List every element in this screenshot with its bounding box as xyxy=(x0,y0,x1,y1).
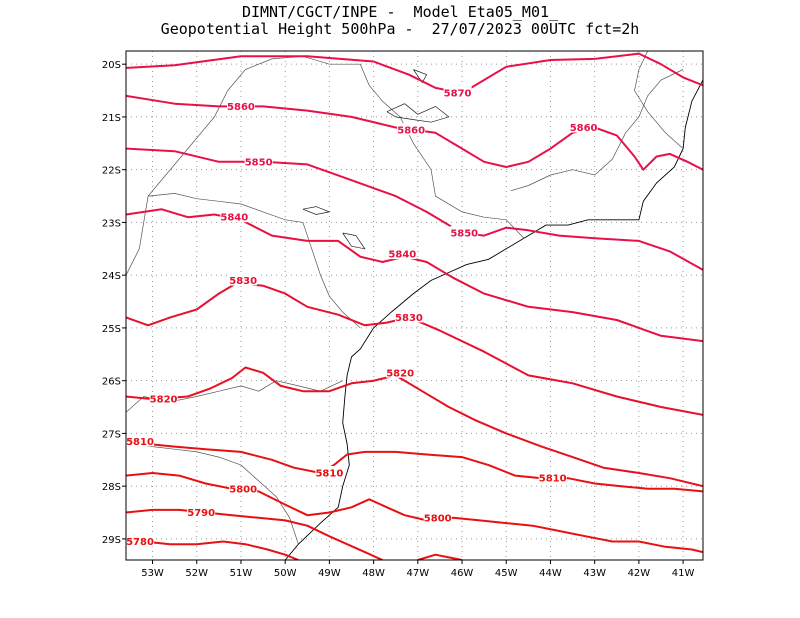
contour-5870 xyxy=(126,52,703,95)
lat-tick-label: 24S xyxy=(102,271,121,282)
contour-label-bg xyxy=(226,99,255,112)
title-block: DIMNT/CGCT/INPE - Model Eta05_M01_ Geopo… xyxy=(0,4,800,38)
contour-label-bg xyxy=(315,465,344,478)
state-border xyxy=(634,51,684,149)
contour-label-bg xyxy=(443,86,472,99)
state-border xyxy=(510,69,684,192)
contour-label-bg xyxy=(187,505,216,518)
contour-label-bg xyxy=(394,310,423,323)
contour-label: 5850 xyxy=(245,157,273,168)
lon-tick-label: 41W xyxy=(672,568,695,579)
contour-label: 5860 xyxy=(227,102,255,113)
lat-tick-label: 25S xyxy=(102,324,121,335)
contour-label-bg xyxy=(386,365,415,378)
contour-label: 5820 xyxy=(150,395,178,406)
state-border xyxy=(126,443,299,545)
contour-label: 5810 xyxy=(126,437,154,448)
contour-label-bg xyxy=(388,247,417,260)
contour-label: 5870 xyxy=(444,89,472,100)
lat-tick-label: 27S xyxy=(102,429,121,440)
lon-tick-label: 51W xyxy=(230,568,253,579)
contour-label-bg xyxy=(538,471,567,484)
state-border xyxy=(126,55,525,276)
lon-tick-label: 49W xyxy=(318,568,341,579)
contour-label: 5810 xyxy=(539,474,567,485)
axis-ticks: 53W 52W 51W 50W 49W 48W 47W 46W 45W 44W 43W 42W 41W 2… xyxy=(102,60,695,579)
contour-label-bg xyxy=(569,120,598,133)
lat-tick-label: 22S xyxy=(102,166,121,177)
map-frame xyxy=(125,50,704,561)
contour-label: 5810 xyxy=(315,468,343,479)
contour-label-bg xyxy=(126,434,154,447)
lon-tick-label: 44W xyxy=(539,568,562,579)
reservoir xyxy=(302,206,331,215)
lon-tick-label: 50W xyxy=(274,568,297,579)
contour-label-bg xyxy=(423,510,452,523)
lon-tick-label: 45W xyxy=(495,568,518,579)
contour-label: 5860 xyxy=(570,123,598,134)
contour-label: 5840 xyxy=(220,213,248,224)
lat-tick-label: 28S xyxy=(102,482,121,493)
contour-label-bg xyxy=(229,273,258,286)
contour-5810 xyxy=(126,440,703,493)
coastline xyxy=(523,79,703,239)
contour-5820 xyxy=(126,366,703,488)
contour-label: 5830 xyxy=(395,313,423,324)
lon-tick-label: 42W xyxy=(628,568,651,579)
lon-tick-label: 52W xyxy=(185,568,208,579)
contour-labels: 5870 5860 5860 5860 5850 5850 5840 5840 5830 5830… xyxy=(126,86,598,548)
contour-label-bg xyxy=(397,123,426,136)
contour-label: 5860 xyxy=(397,126,425,137)
lon-tick-label: 46W xyxy=(451,568,474,579)
contour-label: 5780 xyxy=(126,537,154,548)
contour-label-bg xyxy=(220,210,249,223)
lon-tick-label: 53W xyxy=(141,568,164,579)
lat-tick-label: 20S xyxy=(102,60,121,71)
contour-label-bg xyxy=(229,481,258,494)
title-line-1: DIMNT/CGCT/INPE - Model Eta05_M01_ xyxy=(241,3,559,21)
contour-label: 5850 xyxy=(450,228,478,239)
contour-5790 xyxy=(126,508,383,560)
reservoir xyxy=(342,232,366,250)
contour-label-bg xyxy=(244,154,273,167)
contour-label-bg xyxy=(149,392,178,405)
lat-tick-label: 29S xyxy=(102,535,121,546)
graticule-grid xyxy=(126,51,703,560)
reservoir xyxy=(413,69,428,84)
contour-5860 xyxy=(126,94,703,171)
contour-label-bg xyxy=(450,225,479,238)
lon-tick-label: 43W xyxy=(583,568,606,579)
contour-5840 xyxy=(126,208,703,343)
lat-tick-label: 23S xyxy=(102,218,121,229)
reservoir xyxy=(386,103,450,123)
contour-label-bg xyxy=(126,534,154,547)
contour-5790 xyxy=(417,553,463,560)
contour-5830 xyxy=(126,282,703,416)
lat-tick-label: 26S xyxy=(102,377,121,388)
contour-label: 5840 xyxy=(388,250,416,261)
contour-label: 5820 xyxy=(386,368,414,379)
contour-label: 5800 xyxy=(424,513,452,524)
title-line-2: Geopotential Height 500hPa - 27/07/2023 … xyxy=(160,20,640,38)
state-border xyxy=(148,193,361,329)
contour-label: 5790 xyxy=(187,508,215,519)
lon-tick-label: 47W xyxy=(407,568,430,579)
coastline xyxy=(284,237,525,560)
contour-label: 5800 xyxy=(229,484,257,495)
lat-tick-label: 21S xyxy=(102,113,121,124)
contour-label: 5830 xyxy=(229,276,257,287)
lon-tick-label: 48W xyxy=(362,568,385,579)
